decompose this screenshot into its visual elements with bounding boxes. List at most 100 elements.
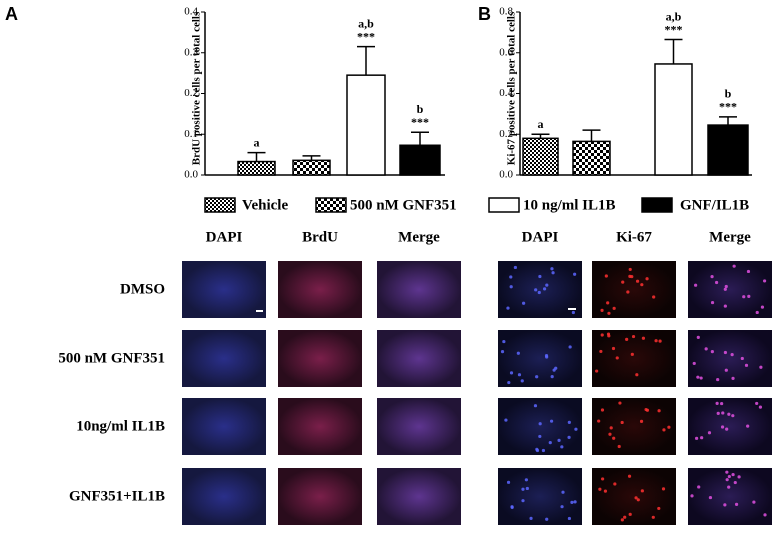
micrograph [377,468,461,525]
column-header: BrdU [302,229,338,245]
nucleus [615,356,619,360]
nucleus [502,339,506,344]
micrograph [688,398,772,455]
panel-label: A [5,4,18,24]
nucleus [521,487,525,491]
y-tick-label: 0.6 [499,46,513,58]
group-letter: b [725,87,732,101]
nucleus [601,477,605,481]
nucleus [509,275,513,279]
nucleus [658,339,662,343]
significance-stars: *** [411,115,429,129]
micrograph [278,261,362,318]
nucleus [600,308,604,312]
nucleus [560,505,564,509]
nucleus [725,478,729,482]
nucleus [723,304,727,308]
nucleus [574,427,578,431]
nucleus [567,420,571,424]
nucleus [504,418,508,422]
nucleus [598,487,602,491]
nucleus [661,487,666,491]
nucleus [762,279,767,283]
error-bar [302,155,321,161]
micrograph [592,261,676,318]
nucleus [635,373,639,377]
row-label: 500 nM GNF351 [58,350,165,366]
nucleus [704,347,708,351]
nucleus [747,294,751,298]
nucleus [724,368,728,372]
y-tick-label: 0.2 [499,128,513,140]
nucleus [744,363,749,367]
nucleus [617,444,621,449]
nucleus [662,428,666,432]
group-letter: a,b [358,16,374,30]
nucleus [733,480,737,485]
bar [654,63,693,176]
nucleus [710,350,714,354]
nucleus [595,369,599,373]
bar [399,144,441,176]
nucleus [716,377,720,382]
y-tick-label: 0.3 [184,46,198,58]
nucleus [557,438,561,442]
error-bar [582,129,601,142]
row-label: 10ng/ml IL1B [76,418,165,434]
column-header: Merge [398,229,440,245]
micrograph [182,330,266,387]
nucleus [731,414,735,418]
micrograph [592,398,676,455]
nucleus [630,352,634,356]
nucleus [742,295,746,299]
nucleus [573,500,577,504]
nucleus [730,353,734,357]
nucleus [524,478,528,482]
nucleus [609,426,613,430]
micrograph [377,261,461,318]
nucleus [639,419,644,423]
nucleus [763,513,767,517]
column-header: Ki-67 [616,229,652,245]
nucleus [597,419,601,423]
nucleus [554,366,558,370]
error-bar [664,38,683,64]
nucleus [561,490,565,494]
nucleus [746,269,751,274]
nucleus [548,441,552,445]
nucleus [516,351,520,355]
micrograph [498,398,582,455]
nucleus [549,419,554,423]
nucleus [759,365,763,369]
bar [572,140,611,176]
y-tick-label: 0.0 [499,169,513,181]
nucleus [641,336,646,340]
nucleus [690,494,694,498]
y-tick-label: 0.0 [184,169,198,181]
nucleus [510,505,514,509]
nucleus [627,474,632,478]
nucleus [535,448,540,453]
nucleus [657,506,661,511]
nucleus [734,502,739,506]
nucleus [537,290,541,295]
nucleus [607,311,611,315]
nucleus [634,496,638,500]
nucleus [631,334,636,339]
micrograph [182,468,266,525]
nucleus [542,287,547,291]
micrograph [377,398,461,455]
nucleus [606,332,611,336]
nucleus [707,431,712,435]
nucleus [630,274,634,279]
nucleus [667,425,671,429]
legend-swatch [641,197,673,213]
nucleus [758,405,763,409]
nucleus [506,480,511,484]
panel-label: B [478,4,491,24]
y-tick-label: 0.4 [499,87,513,99]
nucleus [612,306,616,310]
nucleus [533,404,538,408]
group-letter: b [417,102,424,116]
